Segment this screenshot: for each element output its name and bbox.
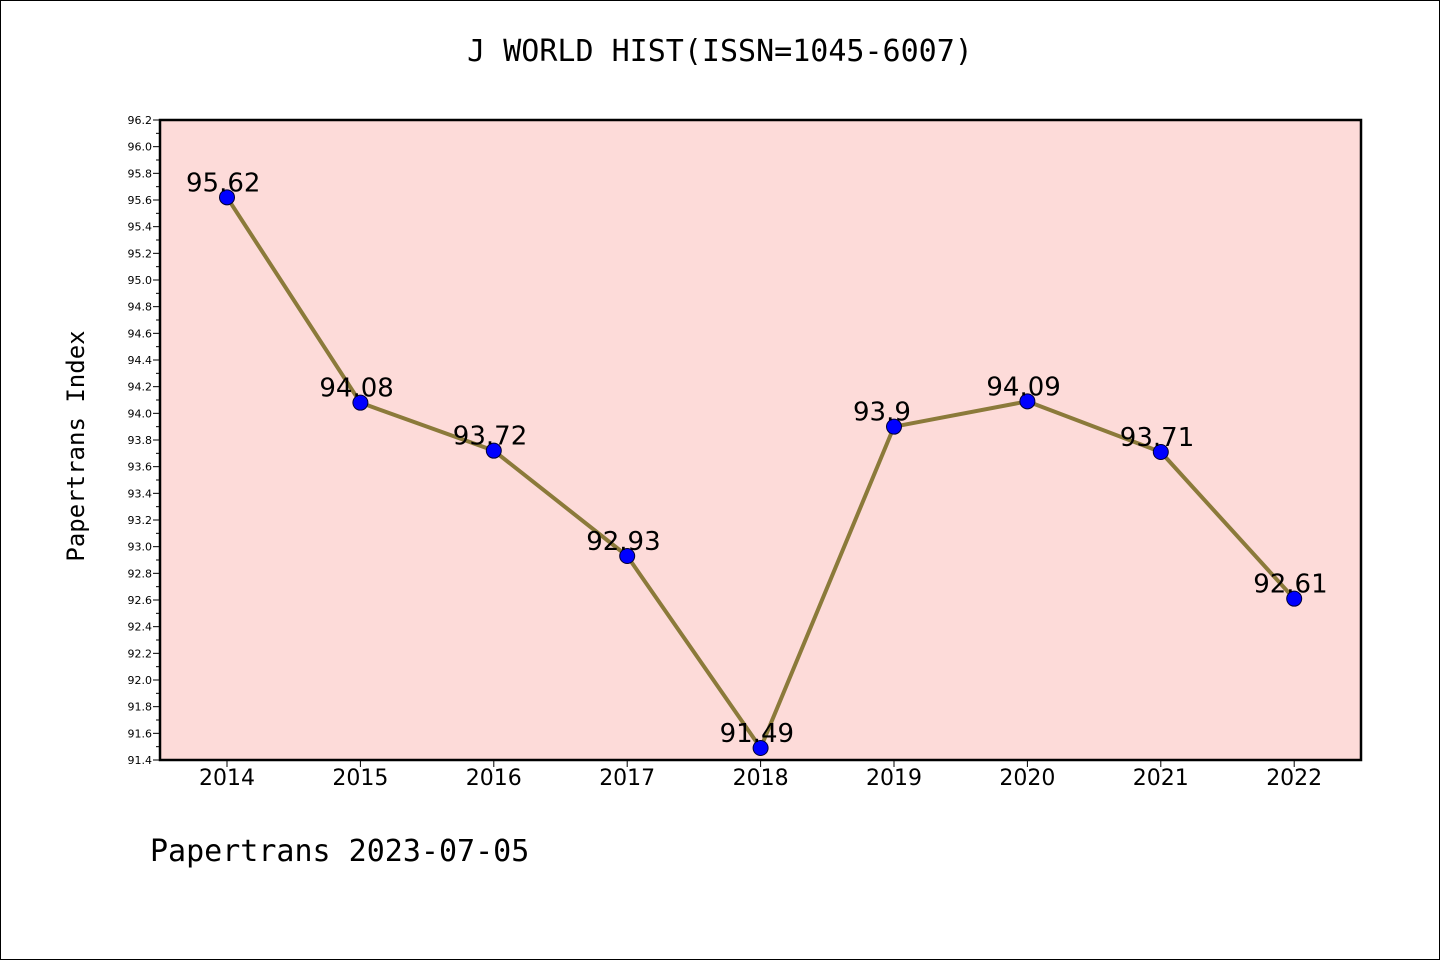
data-label: 92.93 xyxy=(586,527,660,557)
y-tick-label: 93.4 xyxy=(128,487,153,500)
plot-area xyxy=(158,118,1363,762)
x-tick-label: 2020 xyxy=(999,766,1055,791)
data-label: 92.61 xyxy=(1253,570,1327,600)
data-point xyxy=(752,740,769,756)
y-tick-label: 92.6 xyxy=(128,594,153,607)
y-tick-label: 96.2 xyxy=(128,114,153,127)
y-tick-label: 94.4 xyxy=(128,354,153,367)
y-tick-label: 95.4 xyxy=(128,221,153,234)
y-tick-label: 94.0 xyxy=(128,407,153,420)
y-tick-label: 92.0 xyxy=(128,674,153,687)
footer-source-date: Papertrans 2023-07-05 xyxy=(150,834,530,869)
data-label: 94.08 xyxy=(319,374,393,404)
y-tick-label: 93.6 xyxy=(128,461,153,474)
x-tick-label: 2021 xyxy=(1133,766,1189,791)
y-tick-label: 95.8 xyxy=(128,167,153,180)
y-tick-label: 95.2 xyxy=(128,247,153,260)
y-tick-label: 95.0 xyxy=(128,274,153,287)
y-tick-label: 91.6 xyxy=(128,727,153,740)
y-tick-label: 91.8 xyxy=(128,701,153,714)
data-label: 93.9 xyxy=(853,398,911,428)
x-axis-ticks: 2014 2015 2016 2017 2018 2019 2020 2021 2022 xyxy=(199,760,1322,791)
data-label: 93.71 xyxy=(1120,423,1194,453)
y-tick-label: 92.4 xyxy=(128,621,153,634)
data-point xyxy=(485,442,502,459)
chart-title: J WORLD HIST(ISSN=1045-6007) xyxy=(467,34,973,69)
data-point xyxy=(352,394,369,411)
y-tick-label: 92.8 xyxy=(128,567,153,580)
x-tick-label: 2015 xyxy=(332,766,388,791)
y-tick-label: 93.2 xyxy=(128,514,153,527)
x-tick-label: 2018 xyxy=(733,766,789,791)
data-point xyxy=(219,189,235,206)
y-tick-label: 94.6 xyxy=(128,327,153,340)
y-tick-label: 96.0 xyxy=(128,141,153,154)
data-label: 91.49 xyxy=(720,719,794,749)
x-tick-label: 2019 xyxy=(866,766,922,791)
y-tick-label: 92.2 xyxy=(128,647,153,660)
data-labels: 95.62 94.08 93.72 92.93 91.49 93.9 94.09 93.71 9… xyxy=(186,168,1328,749)
y-tick-label: 93.8 xyxy=(128,434,153,447)
data-label: 94.09 xyxy=(986,372,1060,402)
data-point xyxy=(886,418,902,435)
data-point xyxy=(1152,444,1169,460)
y-tick-label: 95.6 xyxy=(128,194,153,207)
x-tick-label: 2016 xyxy=(466,766,522,791)
data-label: 95.62 xyxy=(186,168,260,198)
data-point xyxy=(1286,590,1303,607)
y-tick-label: 91.4 xyxy=(128,754,153,767)
x-tick-label: 2022 xyxy=(1266,766,1322,791)
y-tick-label: 93.0 xyxy=(128,541,153,554)
y-tick-label: 94.8 xyxy=(128,301,153,314)
y-axis-ticks: 91.4 91.6 91.8 92.0 92.2 92.4 92.6 92.8 93.0 93.2… xyxy=(128,114,160,767)
x-tick-label: 2017 xyxy=(599,766,655,791)
data-label: 93.72 xyxy=(453,422,527,452)
x-tick-label: 2014 xyxy=(199,766,255,791)
y-tick-label: 94.2 xyxy=(128,381,153,394)
data-point xyxy=(619,548,636,564)
data-point xyxy=(1019,393,1036,410)
data-points xyxy=(219,189,1303,756)
